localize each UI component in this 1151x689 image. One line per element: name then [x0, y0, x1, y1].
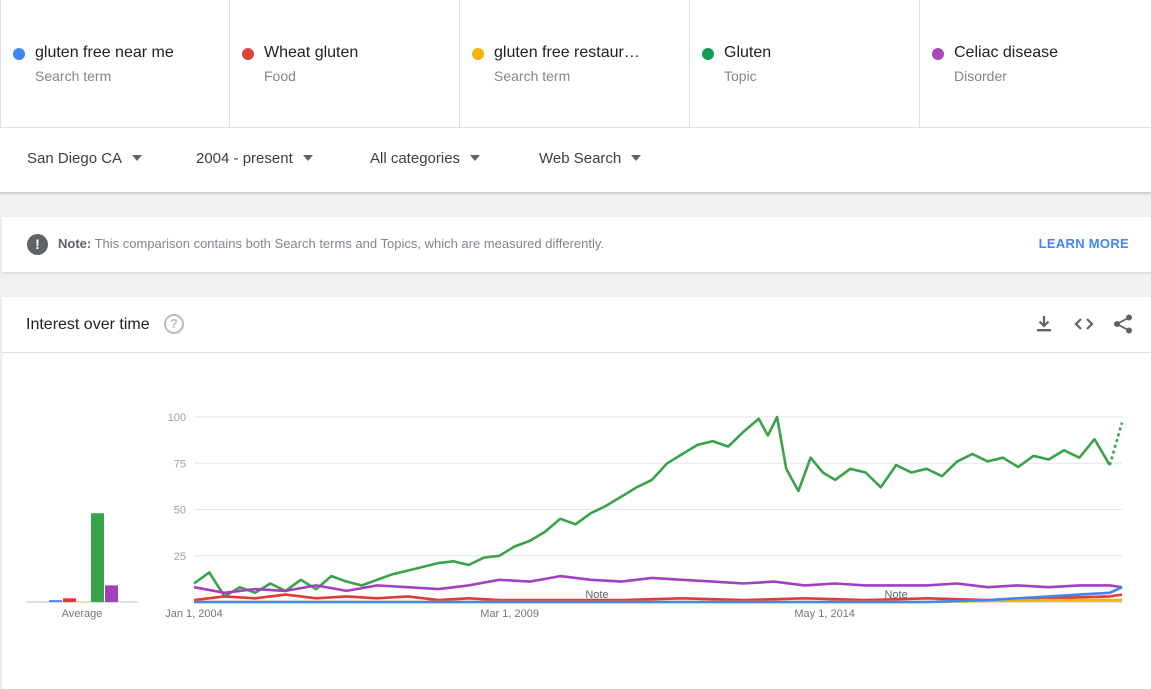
term-name: Celiac disease — [954, 44, 1059, 61]
chevron-down-icon — [132, 155, 143, 162]
term-type: Disorder — [954, 68, 1007, 84]
time-range-label: 2004 - present — [196, 150, 293, 167]
x-tick-label: Mar 1, 2009 — [480, 608, 539, 620]
card-title: Interest over time — [26, 316, 150, 333]
category-label: All categories — [370, 150, 461, 167]
term-name: Wheat gluten — [264, 44, 359, 61]
chevron-down-icon — [470, 155, 481, 162]
series-color-dot — [472, 48, 484, 60]
location-filter[interactable]: San Diego CA — [27, 150, 143, 167]
term-name: gluten free near me — [35, 44, 174, 61]
y-tick-label: 25 — [174, 551, 186, 563]
note-message: This comparison contains both Search ter… — [91, 236, 605, 251]
term-card-4[interactable]: Gluten Topic — [690, 0, 920, 128]
series-line — [193, 415, 1111, 598]
search-type-filter[interactable]: Web Search — [539, 150, 642, 167]
average-bar — [77, 602, 90, 603]
y-tick-label: 50 — [174, 505, 186, 517]
series-projection-line — [1108, 422, 1124, 466]
series-line — [194, 586, 1123, 604]
series-color-dot — [13, 48, 25, 60]
comparison-note-banner: ! Note: This comparison contains both Se… — [2, 217, 1151, 272]
download-icon[interactable] — [1033, 313, 1055, 335]
series-line — [193, 574, 1123, 595]
term-type: Search term — [35, 68, 112, 84]
note-marker: Note — [884, 589, 907, 601]
interest-chart: 25 50 75 100 Jan 1, 2004 Mar 1, 2009 May 1, 20… — [26, 412, 1124, 620]
average-bar — [49, 600, 62, 602]
y-tick-label: 100 — [168, 412, 186, 424]
term-card-2[interactable]: Wheat gluten Food — [230, 0, 460, 128]
filters-bar: San Diego CA 2004 - present All categori… — [0, 128, 1151, 192]
term-type: Search term — [494, 68, 571, 84]
comparison-terms-bar: gluten free near me Search term Wheat glut… — [0, 0, 1151, 128]
chevron-down-icon — [631, 155, 642, 162]
term-type: Food — [264, 68, 296, 84]
y-tick-label: 75 — [174, 458, 186, 470]
help-icon[interactable]: ? — [164, 314, 184, 334]
average-bar — [63, 598, 76, 602]
term-name: gluten free restaur… — [494, 44, 640, 61]
series-line — [193, 593, 1123, 602]
average-bar — [91, 513, 104, 602]
note-marker: Note — [585, 589, 608, 601]
term-card-1[interactable]: gluten free near me Search term — [0, 0, 230, 128]
note-text: Note: This comparison contains both Sear… — [58, 236, 604, 251]
location-label: San Diego CA — [27, 150, 123, 167]
alert-icon: ! — [27, 234, 48, 255]
average-bar — [105, 585, 118, 602]
series-color-dot — [242, 48, 254, 60]
x-tick-label: Jan 1, 2004 — [165, 608, 223, 620]
series-color-dot — [702, 48, 714, 60]
share-icon[interactable] — [1112, 313, 1134, 335]
x-tick-label: May 1, 2014 — [794, 608, 855, 620]
time-range-filter[interactable]: 2004 - present — [196, 150, 313, 167]
interest-over-time-card: 25 50 75 100 Jan 1, 2004 Mar 1, 2009 May 1, 20… — [2, 297, 1151, 689]
chevron-down-icon — [302, 155, 313, 162]
term-name: Gluten — [724, 44, 772, 61]
term-card-3[interactable]: gluten free restaur… Search term — [460, 0, 690, 128]
term-type: Topic — [724, 68, 757, 84]
average-label: Average — [62, 608, 103, 620]
series-color-dot — [932, 48, 944, 60]
term-card-5[interactable]: Celiac disease Disorder — [920, 0, 1150, 128]
embed-icon[interactable] — [1073, 313, 1095, 335]
learn-more-link[interactable]: LEARN MORE — [1038, 236, 1129, 251]
note-bold-label: Note: — [58, 236, 92, 251]
card-header-divider — [2, 352, 1151, 353]
category-filter[interactable]: All categories — [370, 150, 481, 167]
search-type-label: Web Search — [539, 150, 622, 167]
